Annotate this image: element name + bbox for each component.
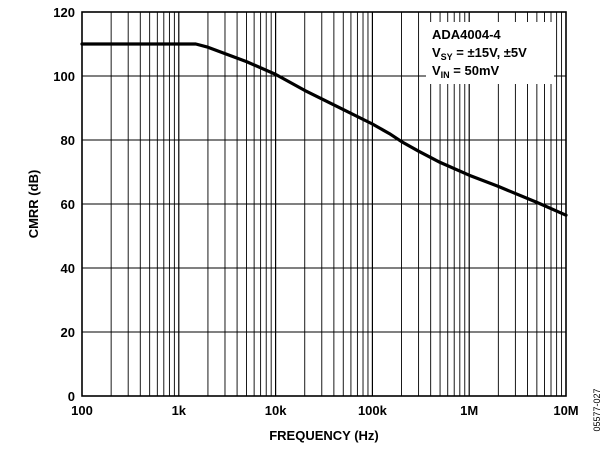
x-tick-labels: 100 1k 10k 100k 1M 10M [71, 403, 579, 418]
legend-vin-value: = 50mV [450, 63, 500, 78]
legend-vsy: VSY = ±15V, ±5V [432, 45, 527, 62]
grid-lines [82, 12, 566, 396]
y-tick-label: 20 [61, 325, 75, 340]
legend-vin-main: V [432, 63, 441, 78]
y-tick-label: 120 [53, 5, 75, 20]
legend-device: ADA4004-4 [432, 27, 501, 42]
figure-id: 05577-027 [592, 388, 602, 431]
y-tick-labels: 0 20 40 60 80 100 120 [53, 5, 75, 404]
x-tick-label: 100k [358, 403, 388, 418]
legend-background [426, 22, 554, 84]
legend-vin-sub: IN [441, 70, 450, 80]
legend-vsy-sub: SY [441, 52, 453, 62]
legend-vin: VIN = 50mV [432, 63, 500, 80]
y-tick-label: 0 [68, 389, 75, 404]
x-tick-label: 10k [265, 403, 287, 418]
legend-vsy-value: = ±15V, ±5V [453, 45, 527, 60]
x-tick-label: 100 [71, 403, 93, 418]
y-axis-title: CMRR (dB) [26, 170, 41, 239]
legend-vsy-main: V [432, 45, 441, 60]
y-tick-label: 80 [61, 133, 75, 148]
plot-frame [81, 11, 567, 397]
y-tick-label: 60 [61, 197, 75, 212]
cmrr-curve [80, 42, 568, 217]
y-tick-label: 100 [53, 69, 75, 84]
x-tick-label: 1M [460, 403, 478, 418]
x-tick-label: 10M [553, 403, 578, 418]
x-axis-title: FREQUENCY (Hz) [269, 428, 379, 443]
x-tick-label: 1k [172, 403, 187, 418]
y-tick-label: 40 [61, 261, 75, 276]
